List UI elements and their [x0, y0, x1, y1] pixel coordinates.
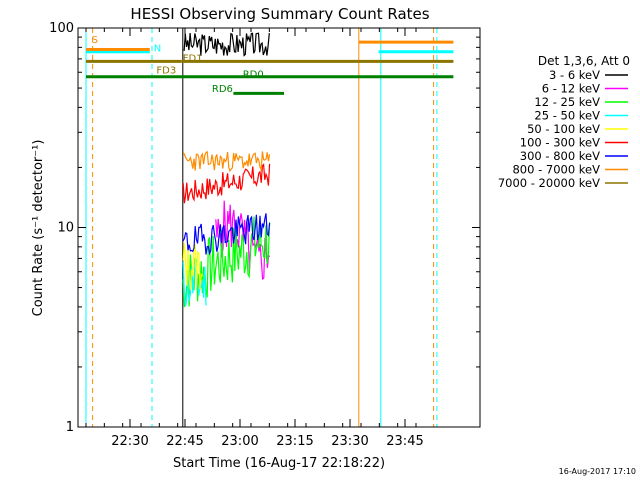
x-axis-label: Start Time (16-Aug-17 22:18:22)	[173, 456, 385, 471]
series-trace	[182, 243, 203, 290]
x-tick-label: 23:00	[221, 434, 258, 449]
series-trace	[182, 216, 271, 308]
series-trace	[183, 32, 270, 57]
legend-label: 25 - 50 keV	[534, 109, 600, 123]
mode-label: N	[154, 43, 161, 54]
legend-label: 7000 - 20000 keV	[498, 176, 600, 190]
footer-timestamp: 16-Aug-2017 17:10	[559, 467, 636, 476]
mode-label: FD1	[183, 54, 203, 65]
mode-label: RD0	[243, 70, 264, 81]
axes: 22:30 22:45 23:00 23:15 23:30 23:45 1 10 100	[49, 21, 480, 449]
y-tick-label: 1	[66, 420, 74, 435]
x-tick-label: 23:30	[331, 434, 368, 449]
legend-label: 50 - 100 keV	[527, 122, 600, 136]
legend-label: 12 - 25 keV	[534, 95, 600, 109]
mode-label: FD3	[156, 65, 176, 76]
legend-header: Det 1,3,6, Att 0	[538, 54, 630, 68]
legend-label: 3 - 6 keV	[549, 68, 600, 82]
series-trace	[182, 258, 207, 307]
legend-label: 800 - 7000 keV	[512, 163, 600, 177]
legend-label: 100 - 300 keV	[520, 136, 600, 150]
series-trace	[215, 200, 271, 280]
legend-label: 6 - 12 keV	[542, 82, 600, 96]
y-tick-label: 100	[49, 21, 74, 36]
x-tick-label: 23:45	[386, 434, 423, 449]
series-trace	[182, 163, 271, 204]
series-trace	[182, 213, 271, 256]
mode-label: S	[92, 35, 98, 46]
x-tick-label: 22:30	[111, 434, 148, 449]
x-tick-label: 23:15	[276, 434, 313, 449]
mode-label: RD6	[212, 84, 233, 95]
x-tick-label: 22:45	[166, 434, 203, 449]
chart-title: HESSI Observing Summary Count Rates	[130, 5, 429, 23]
y-axis-label: Count Rate (s⁻¹ detector⁻¹)	[31, 140, 46, 317]
legend-label: 300 - 800 keV	[520, 149, 600, 163]
y-tick-label: 10	[57, 221, 74, 236]
series-trace	[182, 150, 271, 173]
plot-area: S N FD1 FD3 RD0 RD6	[85, 28, 454, 427]
